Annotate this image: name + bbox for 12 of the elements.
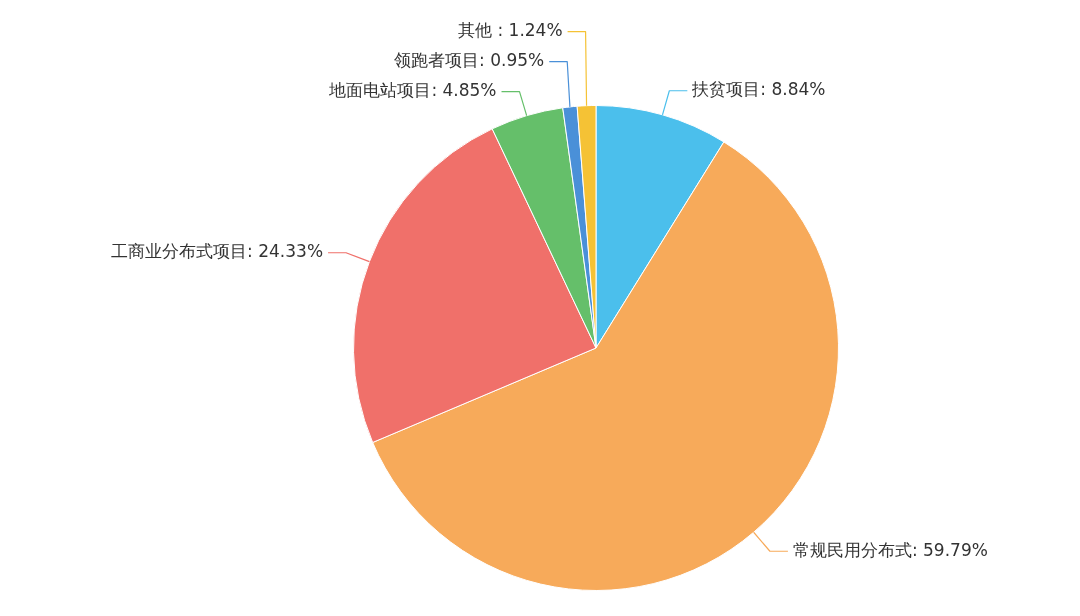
data-label: : 24.33% [247, 241, 324, 262]
slice-label: 常规民用分布式 [792, 539, 912, 560]
slice-label: 工商业分布式项目 [111, 241, 248, 262]
slice-label: 领跑者项目 [394, 50, 480, 71]
data-label: : 59.79% [911, 539, 988, 560]
slice-label: 地面电站项目 [328, 80, 432, 101]
data-label: : 8.84% [760, 79, 826, 100]
slice-label: 扶贫项目 [691, 79, 761, 100]
slice-label: 其他 [458, 20, 493, 41]
data-label: : 4.85% [431, 80, 497, 101]
data-label: : 0.95% [479, 50, 545, 71]
data-label: : 1.24% [492, 20, 563, 41]
